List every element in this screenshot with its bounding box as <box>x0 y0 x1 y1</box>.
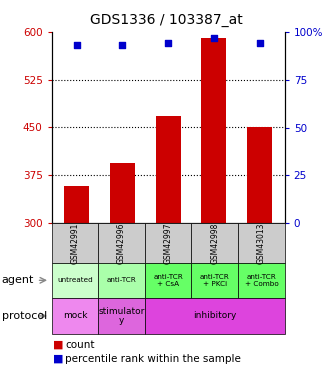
Text: anti-TCR
+ PKCi: anti-TCR + PKCi <box>200 274 230 286</box>
Bar <box>64 186 89 223</box>
Text: agent: agent <box>2 275 34 285</box>
Text: anti-TCR
+ CsA: anti-TCR + CsA <box>153 274 183 286</box>
Text: anti-TCR: anti-TCR <box>107 277 137 284</box>
Text: count: count <box>65 340 95 350</box>
Bar <box>156 116 181 223</box>
Text: GSM42991: GSM42991 <box>70 222 80 264</box>
Text: GSM42998: GSM42998 <box>210 222 219 264</box>
Point <box>120 42 125 48</box>
Text: mock: mock <box>63 311 87 320</box>
Text: ■: ■ <box>53 354 64 364</box>
Text: ■: ■ <box>53 340 64 350</box>
Text: GSM42996: GSM42996 <box>117 222 126 264</box>
Text: stimulator
y: stimulator y <box>98 307 145 325</box>
Text: inhibitory: inhibitory <box>193 311 236 320</box>
Text: GSM43013: GSM43013 <box>257 222 266 264</box>
Text: untreated: untreated <box>57 277 93 284</box>
Text: anti-TCR
+ Combo: anti-TCR + Combo <box>244 274 278 286</box>
Point <box>257 40 262 46</box>
Point <box>211 34 216 40</box>
Text: percentile rank within the sample: percentile rank within the sample <box>65 354 241 364</box>
Point <box>74 42 79 48</box>
Point <box>166 40 171 46</box>
Text: protocol: protocol <box>2 311 47 321</box>
Bar <box>201 38 226 223</box>
Bar <box>110 163 135 223</box>
Text: GSM42997: GSM42997 <box>164 222 173 264</box>
Bar <box>247 127 272 223</box>
Text: GDS1336 / 103387_at: GDS1336 / 103387_at <box>90 13 243 27</box>
